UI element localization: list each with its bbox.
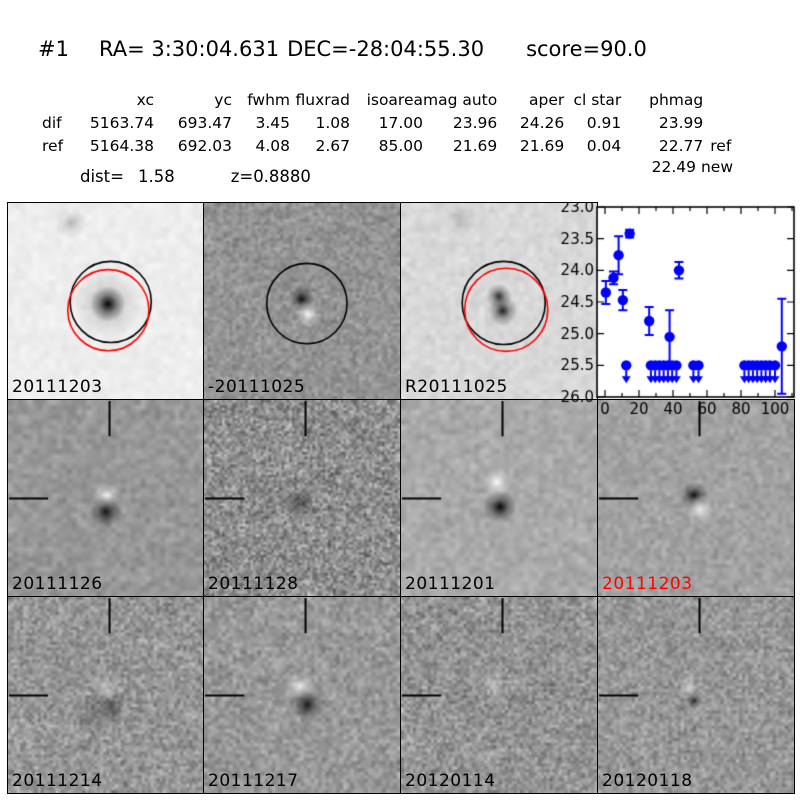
stamp-20111128: 20111128	[203, 399, 401, 597]
photometry-table: xc yc fwhm fluxrad isoarea mag auto aper…	[30, 88, 747, 157]
phmag-new-suffix: new	[700, 158, 733, 176]
stamp-20111126: 20111126	[7, 399, 205, 597]
stamp-image	[401, 203, 597, 399]
stamp-image	[401, 400, 597, 596]
col-header: mag auto	[423, 90, 498, 109]
stamp-20120114: 20120114	[400, 596, 598, 794]
stamp-label: 20111203	[12, 377, 103, 397]
stamp-label: 20111203	[602, 574, 693, 594]
row-label: ref	[42, 136, 64, 155]
stamp-label: 20111128	[208, 574, 299, 594]
table-header-row: xc yc fwhm fluxrad isoarea mag auto aper…	[30, 88, 747, 111]
lightcurve-cell	[597, 202, 795, 400]
stamp-label: 20120118	[602, 771, 693, 791]
dist-label: dist=	[80, 167, 124, 186]
col-header: aper	[529, 90, 565, 109]
stamp-image	[204, 400, 400, 596]
redshift-value: z=0.8880	[230, 167, 311, 186]
table-cell: 5164.38	[89, 136, 154, 155]
col-header: isoarea	[366, 90, 423, 109]
candidate-score: score=90.0	[526, 37, 647, 61]
phmag-new-line: 22.49 new	[563, 158, 733, 176]
table-row-dif: dif 5163.74 693.47 3.45 1.08 17.00 23.96…	[30, 111, 747, 134]
stamp-image	[204, 203, 400, 399]
table-cell: 693.47	[177, 113, 232, 132]
table-cell: 23.96	[452, 113, 498, 132]
candidate-ra: RA= 3:30:04.631	[98, 37, 280, 61]
table-cell: 692.03	[177, 136, 232, 155]
stamp-label: 20111214	[12, 771, 103, 791]
col-header: fluxrad	[295, 90, 350, 109]
stamp-20111214: 20111214	[7, 596, 205, 794]
col-header: phmag	[649, 90, 704, 109]
stamp-new-20111203: 20111203	[7, 202, 205, 400]
dist-value: 1.58	[137, 167, 175, 186]
table-cell: 22.77	[658, 136, 704, 155]
table-row-ref: ref 5164.38 692.03 4.08 2.67 85.00 21.69…	[30, 134, 747, 157]
table-cell: 3.45	[255, 113, 290, 132]
col-header: xc	[136, 90, 154, 109]
table-cell: 24.26	[519, 113, 565, 132]
stamp-image	[598, 597, 794, 793]
candidate-dec: DEC=-28:04:55.30	[287, 37, 485, 61]
stamp-label: 20111126	[12, 574, 103, 594]
table-cell: 5163.74	[89, 113, 154, 132]
stamp-image	[204, 597, 400, 793]
page-title: #1 RA= 3:30:04.631 DEC=-28:04:55.30 score=9…	[38, 37, 647, 61]
stamp-label: -20111025	[208, 377, 306, 397]
stamp-image	[8, 400, 204, 596]
col-header: cl star	[573, 90, 622, 109]
table-cell: 17.00	[378, 113, 423, 132]
stamp-ref-R20111025: R20111025	[400, 202, 598, 400]
table-cell-suffix	[703, 111, 747, 134]
stamp-image	[8, 203, 204, 399]
stamp-image	[8, 597, 204, 793]
stamp-20111201: 20111201	[400, 399, 598, 597]
dist-redshift-line: dist= 1.58 z=0.8880	[80, 167, 311, 186]
table-cell-suffix: ref	[710, 136, 732, 155]
stamp-20120118: 20120118	[597, 596, 795, 794]
stamp-label: R20111025	[405, 377, 508, 397]
table-cell: 23.99	[658, 113, 704, 132]
phmag-new-value: 22.49	[651, 158, 697, 176]
table-cell: 0.91	[586, 113, 622, 132]
stamp-label: 20111201	[405, 574, 496, 594]
col-header: fwhm	[247, 90, 290, 109]
table-cell: 85.00	[378, 136, 423, 155]
stamp-label: 20111217	[208, 771, 299, 791]
stamp-diff--20111025: -20111025	[203, 202, 401, 400]
table-cell: 4.08	[255, 136, 290, 155]
table-cell: 21.69	[519, 136, 565, 155]
row-label: dif	[42, 113, 62, 132]
stamp-20111217: 20111217	[203, 596, 401, 794]
col-header: yc	[214, 90, 232, 109]
table-cell: 21.69	[452, 136, 498, 155]
table-cell: 0.04	[586, 136, 622, 155]
stamp-image	[598, 400, 794, 596]
stamp-image	[401, 597, 597, 793]
stamp-20111203-highlighted: 20111203	[597, 399, 795, 597]
candidate-id: #1	[38, 37, 69, 61]
stamp-label: 20120114	[405, 771, 496, 791]
table-cell: 1.08	[315, 113, 350, 132]
table-cell: 2.67	[315, 136, 350, 155]
